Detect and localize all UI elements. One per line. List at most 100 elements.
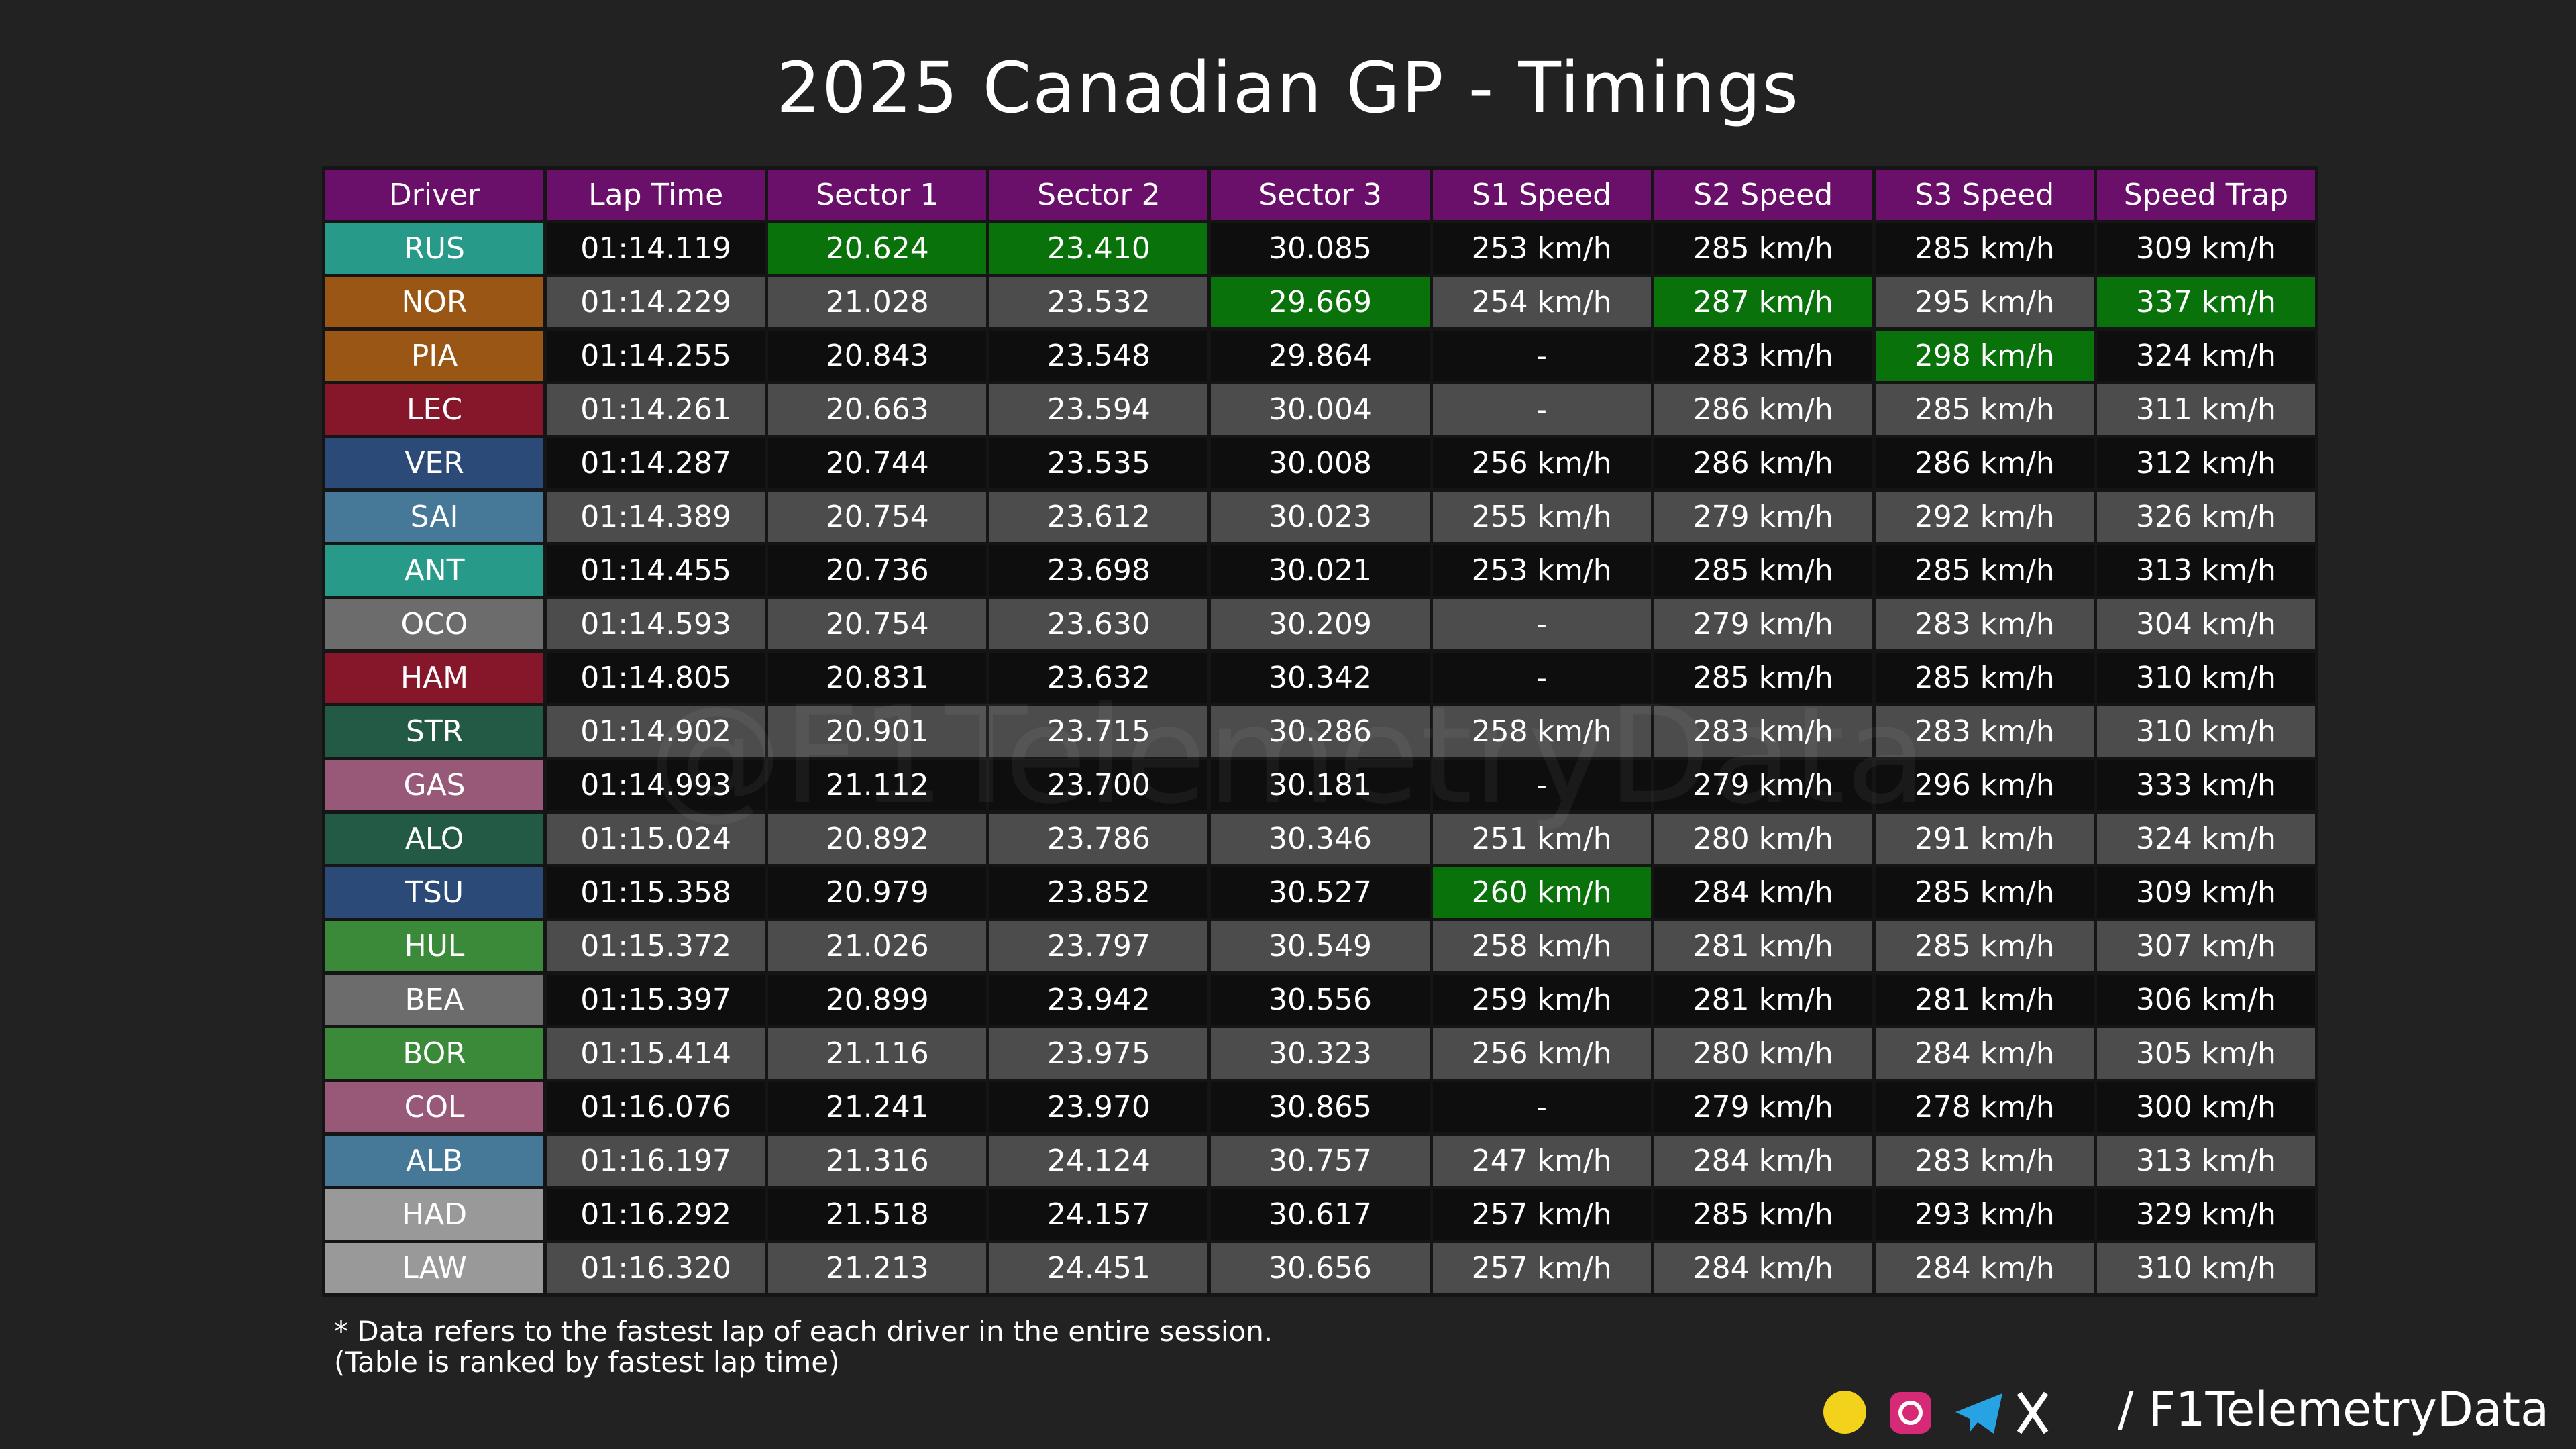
data-cell: 21.518: [768, 1189, 987, 1240]
data-cell: 21.241: [768, 1082, 987, 1132]
data-cell: 283 km/h: [1654, 331, 1872, 381]
data-cell: 30.617: [1211, 1189, 1430, 1240]
footnote: * Data refers to the fastest lap of each…: [334, 1315, 1273, 1348]
data-cell: 285 km/h: [1875, 384, 2094, 435]
data-cell: 23.700: [989, 760, 1208, 810]
data-cell: 01:15.358: [547, 867, 765, 918]
data-cell: 304 km/h: [2096, 599, 2315, 649]
data-cell: 281 km/h: [1654, 975, 1872, 1025]
data-cell: 30.346: [1211, 814, 1430, 864]
header-cell: Sector 2: [989, 170, 1208, 220]
data-cell: 24.451: [989, 1243, 1208, 1293]
data-cell: 305 km/h: [2096, 1028, 2315, 1079]
data-cell: 280 km/h: [1654, 1028, 1872, 1079]
data-cell: 284 km/h: [1654, 1136, 1872, 1186]
driver-cell: RUS: [325, 223, 544, 274]
data-cell: 20.663: [768, 384, 987, 435]
data-cell: 279 km/h: [1654, 760, 1872, 810]
driver-cell: SAI: [325, 492, 544, 542]
data-cell: 286 km/h: [1654, 384, 1872, 435]
data-cell: 278 km/h: [1875, 1082, 2094, 1132]
data-cell: 01:16.292: [547, 1189, 765, 1240]
data-cell: 23.698: [989, 545, 1208, 596]
data-cell: 23.797: [989, 921, 1208, 971]
data-cell: 20.899: [768, 975, 987, 1025]
data-cell: 258 km/h: [1432, 921, 1651, 971]
header-cell: Sector 3: [1211, 170, 1430, 220]
data-cell: 280 km/h: [1654, 814, 1872, 864]
data-cell: 20.754: [768, 599, 987, 649]
data-cell: 281 km/h: [1875, 975, 2094, 1025]
data-cell: 247 km/h: [1432, 1136, 1651, 1186]
data-cell: 284 km/h: [1654, 1243, 1872, 1293]
data-cell: 298 km/h: [1875, 331, 2094, 381]
data-cell: 258 km/h: [1432, 706, 1651, 757]
data-cell: 30.757: [1211, 1136, 1430, 1186]
data-cell: 20.831: [768, 653, 987, 703]
data-cell: 30.527: [1211, 867, 1430, 918]
header-cell: S3 Speed: [1875, 170, 2094, 220]
data-cell: 281 km/h: [1654, 921, 1872, 971]
data-cell: -: [1432, 384, 1651, 435]
data-cell: 300 km/h: [2096, 1082, 2315, 1132]
data-cell: -: [1432, 331, 1651, 381]
driver-cell: ALO: [325, 814, 544, 864]
data-cell: 20.736: [768, 545, 987, 596]
data-cell: 29.669: [1211, 277, 1430, 327]
data-cell: 01:14.255: [547, 331, 765, 381]
x-icon: [2017, 1391, 2049, 1434]
data-cell: 21.028: [768, 277, 987, 327]
data-cell: 20.754: [768, 492, 987, 542]
data-cell: 329 km/h: [2096, 1189, 2315, 1240]
driver-cell: NOR: [325, 277, 544, 327]
data-cell: 01:15.024: [547, 814, 765, 864]
driver-cell: HAD: [325, 1189, 544, 1240]
data-cell: 333 km/h: [2096, 760, 2315, 810]
data-cell: 20.624: [768, 223, 987, 274]
data-cell: 23.410: [989, 223, 1208, 274]
instagram-icon: [1890, 1392, 1931, 1434]
data-cell: 251 km/h: [1432, 814, 1651, 864]
driver-cell: BEA: [325, 975, 544, 1025]
data-cell: 20.892: [768, 814, 987, 864]
data-cell: 01:14.287: [547, 438, 765, 488]
data-cell: 279 km/h: [1654, 492, 1872, 542]
data-cell: 29.864: [1211, 331, 1430, 381]
data-cell: 30.865: [1211, 1082, 1430, 1132]
data-cell: 01:16.197: [547, 1136, 765, 1186]
data-cell: 30.556: [1211, 975, 1430, 1025]
header-cell: Speed Trap: [2096, 170, 2315, 220]
data-cell: 283 km/h: [1875, 599, 2094, 649]
snapchat-icon: [1823, 1391, 1866, 1434]
driver-cell: PIA: [325, 331, 544, 381]
data-cell: -: [1432, 1082, 1651, 1132]
data-cell: 30.656: [1211, 1243, 1430, 1293]
data-cell: 283 km/h: [1875, 1136, 2094, 1186]
data-cell: 30.085: [1211, 223, 1430, 274]
driver-cell: LEC: [325, 384, 544, 435]
data-cell: 23.594: [989, 384, 1208, 435]
data-cell: 24.124: [989, 1136, 1208, 1186]
data-cell: 253 km/h: [1432, 545, 1651, 596]
data-cell: 30.021: [1211, 545, 1430, 596]
data-cell: 01:14.119: [547, 223, 765, 274]
data-cell: 291 km/h: [1875, 814, 2094, 864]
driver-cell: BOR: [325, 1028, 544, 1079]
data-cell: 23.942: [989, 975, 1208, 1025]
data-cell: 23.630: [989, 599, 1208, 649]
data-cell: 20.979: [768, 867, 987, 918]
data-cell: 01:16.320: [547, 1243, 765, 1293]
data-cell: 310 km/h: [2096, 1243, 2315, 1293]
data-cell: 23.715: [989, 706, 1208, 757]
data-cell: 285 km/h: [1875, 867, 2094, 918]
data-cell: 257 km/h: [1432, 1189, 1651, 1240]
data-cell: 326 km/h: [2096, 492, 2315, 542]
driver-cell: TSU: [325, 867, 544, 918]
driver-cell: GAS: [325, 760, 544, 810]
data-cell: 30.023: [1211, 492, 1430, 542]
driver-cell: COL: [325, 1082, 544, 1132]
header-cell: S2 Speed: [1654, 170, 1872, 220]
data-cell: 259 km/h: [1432, 975, 1651, 1025]
data-cell: 01:14.993: [547, 760, 765, 810]
data-cell: 30.323: [1211, 1028, 1430, 1079]
